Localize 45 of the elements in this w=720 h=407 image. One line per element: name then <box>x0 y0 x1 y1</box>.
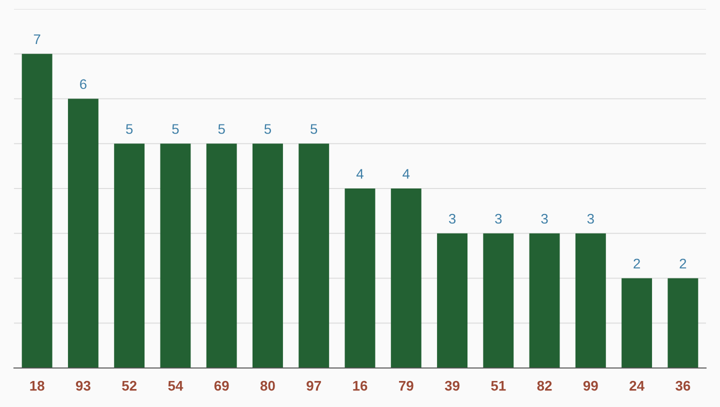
data-label: 5 <box>218 124 225 134</box>
bar <box>390 188 422 368</box>
data-label: 3 <box>448 214 456 224</box>
bar <box>437 233 468 368</box>
bar <box>622 278 652 368</box>
bar <box>483 233 514 368</box>
x-tick-label: 52 <box>122 380 136 391</box>
x-tick-label: 82 <box>537 380 552 391</box>
data-label: 4 <box>356 169 364 179</box>
data-label: 6 <box>80 79 86 90</box>
x-tick-label: 80 <box>260 380 275 391</box>
x-tick-label: 36 <box>676 380 690 391</box>
bar <box>114 144 145 368</box>
data-label: 3 <box>587 214 594 224</box>
data-label: 5 <box>172 124 179 134</box>
x-tick-label: 99 <box>583 380 598 391</box>
bar <box>344 188 376 368</box>
bar <box>206 144 237 368</box>
x-tick-label: 39 <box>444 380 460 391</box>
x-tick-label: 24 <box>630 380 644 391</box>
data-label: 4 <box>402 169 410 179</box>
x-tick-label: 54 <box>168 381 184 391</box>
data-label: 3 <box>541 214 548 224</box>
x-tick-label: 93 <box>76 380 90 391</box>
bar <box>22 54 52 368</box>
data-label: 3 <box>495 214 502 224</box>
x-tick-label: 69 <box>214 380 229 391</box>
bar <box>252 144 283 368</box>
bar <box>298 144 330 368</box>
x-tick-label: 97 <box>306 380 321 391</box>
data-label: 7 <box>34 34 40 44</box>
x-tick-label: 16 <box>353 380 368 391</box>
bar <box>575 233 606 368</box>
bar <box>668 278 698 368</box>
bar <box>529 233 560 368</box>
x-tick-label: 79 <box>399 380 414 391</box>
data-label: 5 <box>126 124 133 134</box>
data-label: 5 <box>310 124 318 134</box>
bar <box>68 98 98 368</box>
x-tick-label: 18 <box>30 380 44 391</box>
data-label: 5 <box>264 124 272 134</box>
data-label: 2 <box>634 258 640 268</box>
x-tick-label: 51 <box>491 381 506 391</box>
bar <box>160 144 191 368</box>
data-label: 2 <box>680 258 686 268</box>
